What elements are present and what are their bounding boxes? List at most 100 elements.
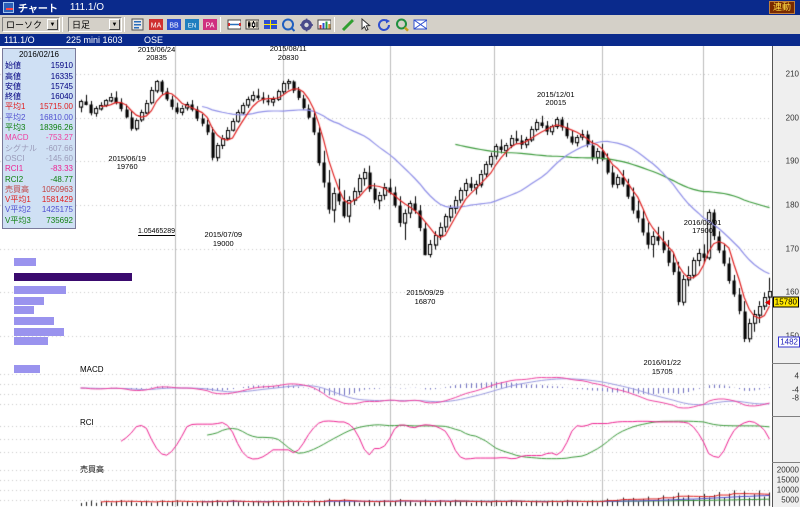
info-row: RCI2 -48.77: [5, 175, 73, 185]
toolbar-separator: [124, 16, 128, 33]
rci-panel-label: RCI: [80, 418, 94, 427]
rci-chart-canvas[interactable]: [0, 417, 772, 463]
annotation-date: 2015/09/29: [406, 288, 444, 298]
volume-panel-label: 売買高: [80, 465, 104, 474]
annot-2015-06-19: 2015/06/19 19760: [108, 153, 146, 172]
annotation-value: 20015: [545, 98, 567, 108]
volume-profile-bar: [14, 364, 40, 373]
macd-axis-tick: -4: [791, 385, 799, 395]
price-axis: 210 200 190 180 170 160 150 15780 1482: [764, 46, 800, 363]
parabolic-icon[interactable]: PA: [202, 16, 218, 33]
annotation-value: 19000: [212, 238, 234, 248]
chevron-down-icon[interactable]: ▼: [47, 19, 58, 30]
info-row-value: -145.60: [45, 153, 73, 163]
info-row-label: 売買高: [5, 184, 29, 194]
info-row: 高値 16335: [5, 72, 73, 82]
info-row-value: 1050963: [41, 184, 73, 194]
chart-type-dropdown[interactable]: ローソク ▼: [2, 17, 60, 32]
moving-average-icon[interactable]: MA: [148, 16, 164, 33]
rci-panel[interactable]: RCI: [0, 417, 800, 463]
annot-2015-12-01: 2015/12/01 20015: [536, 89, 575, 108]
info-row-label: 高値: [5, 71, 21, 81]
zoom-in-icon[interactable]: [394, 16, 410, 33]
macd-chart-canvas[interactable]: [0, 364, 772, 417]
info-row-label: 平均2: [5, 112, 26, 122]
volume-profile-bar: [14, 327, 64, 336]
horizontal-line-icon[interactable]: [226, 16, 242, 33]
info-row-label: RCI2: [5, 174, 24, 184]
pencil-draw-icon[interactable]: [340, 16, 356, 33]
macd-axis: 4 -4 -8: [772, 364, 800, 416]
macd-axis-tick: 4: [794, 371, 799, 381]
price-chart-canvas[interactable]: [0, 46, 772, 364]
period-label: 日足: [72, 20, 91, 30]
refresh-icon[interactable]: [376, 16, 392, 33]
chevron-down-icon[interactable]: ▼: [109, 19, 120, 30]
crosshair-icon[interactable]: [262, 16, 278, 33]
settings-gear-icon[interactable]: [298, 16, 314, 33]
info-row: 終値 16040: [5, 92, 73, 102]
annot-2016-01-22: 2016/01/22 15705: [644, 359, 682, 376]
volume-profile-bar: [14, 336, 48, 345]
info-row-value: 1581429: [41, 195, 73, 205]
svg-text:MA: MA: [151, 23, 162, 30]
volume-profile-bar: [14, 316, 54, 325]
info-row: 平均3 18396.26: [5, 123, 73, 133]
info-row: V平均3 735692: [5, 216, 73, 226]
volume-chart-canvas[interactable]: [0, 463, 772, 507]
info-row-value: 15910: [50, 61, 73, 71]
chart-area[interactable]: 1.05465289 2015/06/24 20835 2015/06/19 1976…: [0, 45, 800, 507]
candle-style-icon[interactable]: [244, 16, 260, 33]
macd-panel[interactable]: MACD 4 -4 -8: [0, 364, 800, 417]
price-axis-tick: 170: [785, 244, 799, 254]
rci-axis: [772, 417, 800, 462]
volume-panel[interactable]: 売買高 20000 15000 10000 5000: [0, 463, 800, 507]
info-row-label: V平均2: [5, 205, 31, 215]
info-row-value: 15715.00: [39, 102, 73, 112]
bollinger-band-icon[interactable]: BB: [166, 16, 182, 33]
annotation-value: 15705: [651, 366, 673, 376]
symbol-name: 225 mini 1603: [66, 35, 123, 45]
volume-profile-bar: [14, 297, 44, 306]
annotation-value: 16870: [414, 296, 436, 306]
annotation-date: 2015/06/19: [108, 153, 146, 163]
chart-app-icon: [3, 2, 14, 13]
info-row-label: V平均3: [5, 215, 31, 225]
info-row: シグナル -607.66: [5, 144, 73, 154]
annotation-value: 20835: [146, 53, 167, 63]
info-row-label: RCI1: [5, 164, 24, 174]
status-badge[interactable]: 連動: [768, 1, 795, 14]
volume-axis-tick: 20000: [776, 465, 799, 475]
info-row-value: -83.33: [50, 164, 73, 174]
volume-axis-tick: 5000: [781, 495, 799, 505]
price-axis-tick: 190: [785, 156, 799, 166]
fit-screen-icon[interactable]: [412, 16, 428, 33]
info-row-value: 15745: [50, 81, 73, 91]
annotation-date: 2015/12/01: [536, 89, 575, 99]
info-row-value: -753.27: [45, 133, 73, 143]
window-title: チャート: [18, 4, 58, 15]
info-row-label: 始値: [5, 61, 21, 71]
info-row-value: 1425175: [41, 205, 73, 215]
symbol-bar[interactable]: 111.1/O 225 mini 1603 OSE: [0, 34, 800, 46]
toolbar: ローソク ▼ 日足 ▼ MA BB EN PA: [0, 15, 800, 34]
zoom-search-icon[interactable]: [280, 16, 296, 33]
price-panel[interactable]: 1.05465289 2015/06/24 20835 2015/06/19 1976…: [0, 45, 800, 375]
period-dropdown[interactable]: 日足 ▼: [68, 17, 122, 32]
info-date: 2016/02/16: [18, 50, 60, 59]
info-rows: 始値 15910 高値 16335 安値 15745 終値 16040 平均1 15715.00 平…: [5, 61, 73, 226]
annotation-value: 20830: [277, 52, 299, 62]
annot-2015-07-09: 2015/07/09 19000: [205, 231, 243, 248]
compare-icon[interactable]: [316, 16, 332, 33]
volume-axis-tick: 15000: [776, 475, 799, 485]
annot-2015-08-11: 2015/08/11 20830: [270, 45, 307, 62]
envelope-icon[interactable]: EN: [184, 16, 200, 33]
volume-axis-tick: 10000: [776, 485, 799, 495]
indicator-list-icon[interactable]: [130, 16, 146, 33]
info-row-value: -607.66: [45, 143, 73, 153]
pointer-select-icon[interactable]: [358, 16, 374, 33]
toolbar-separator: [334, 16, 338, 33]
annotation-date: 2015/08/11: [269, 44, 307, 54]
svg-text:PA: PA: [206, 23, 215, 30]
